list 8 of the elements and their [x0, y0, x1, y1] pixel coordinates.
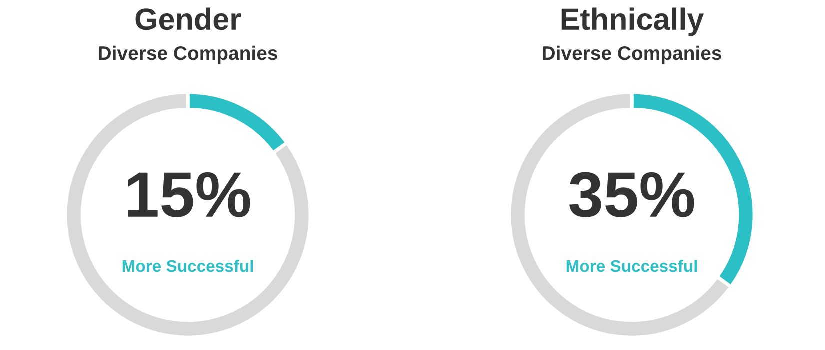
- chart-title: Gender: [136, 8, 242, 30]
- text: More Successful: [566, 260, 698, 272]
- text: 15%: [128, 172, 250, 218]
- chart-subtitle: Diverse Companies: [543, 46, 722, 64]
- text: More Successful: [122, 260, 254, 272]
- chart-title: Ethnically: [562, 8, 704, 36]
- text: 35%: [570, 172, 694, 218]
- chart-subtitle: Diverse Companies: [99, 46, 278, 64]
